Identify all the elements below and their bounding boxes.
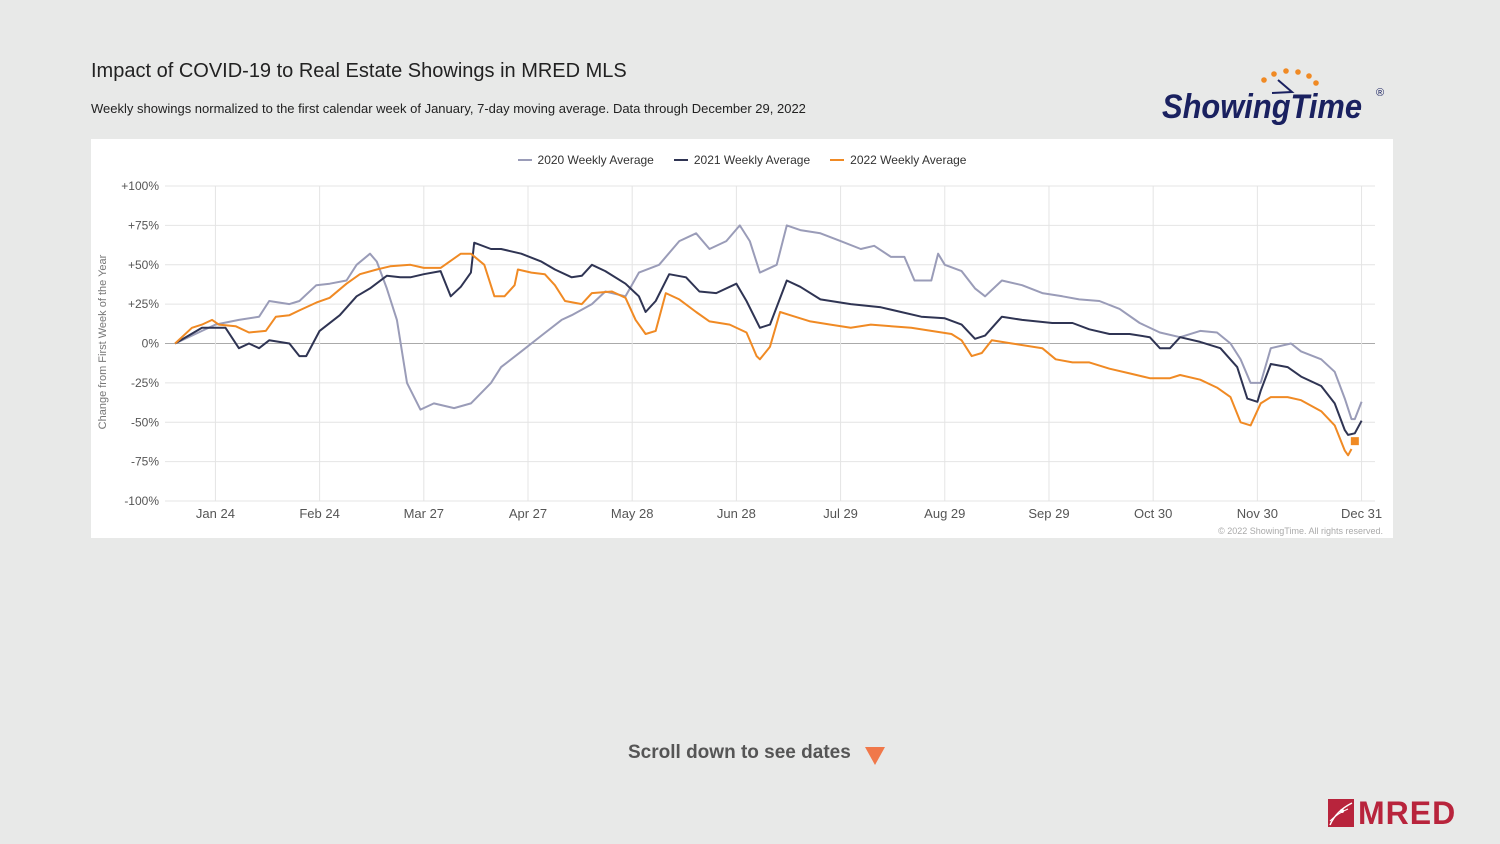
y-tick-label: +100%: [121, 179, 159, 193]
x-tick-label: Mar 27: [404, 506, 444, 521]
series-line-2021: [174, 241, 1363, 436]
legend-label: 2021 Weekly Average: [693, 153, 811, 167]
legend-swatch-2021: [673, 159, 688, 161]
copyright-notice: © 2022 ShowingTime. All rights reserved.: [1218, 526, 1383, 536]
mred-wordmark: MRED: [1358, 795, 1457, 831]
x-tick-label: May 28: [611, 506, 654, 521]
last-data-point-marker: [1350, 437, 1359, 446]
y-tick-label: +50%: [128, 258, 159, 272]
legend-item-2021[interactable]: 2021 Weekly Average: [673, 153, 811, 167]
page-title: Impact of COVID-19 to Real Estate Showin…: [91, 60, 627, 82]
chart-card: +100% +75% +50% +25% 0% -25% -50% -75% -100% Jan …: [91, 139, 1393, 538]
registered-mark: ®: [1376, 87, 1384, 99]
x-tick-label: Sep 29: [1028, 506, 1069, 521]
legend-label: 2020 Weekly Average: [537, 153, 654, 167]
y-tick-label: +25%: [128, 297, 159, 311]
x-tick-label: Jun 28: [717, 506, 756, 521]
y-tick-label: +75%: [128, 218, 159, 232]
y-axis-label: Change from First Week of the Year: [97, 254, 109, 430]
x-tick-label: Oct 30: [1134, 506, 1172, 521]
legend-swatch-2022: [830, 159, 845, 161]
y-tick-label: 0%: [142, 337, 160, 351]
x-tick-label: Dec 31: [1341, 506, 1382, 521]
chart-legend: 2020 Weekly Average 2021 Weekly Average …: [91, 153, 1393, 167]
mred-logo: MRED: [1328, 795, 1457, 831]
triangle-down-icon: [864, 747, 885, 765]
line-chart: +100% +75% +50% +25% 0% -25% -50% -75% -100% Jan …: [121, 179, 1382, 521]
scroll-hint-label: Scroll down to see dates: [628, 742, 851, 763]
y-tick-label: -25%: [131, 376, 159, 390]
series-line-2022: [174, 252, 1353, 457]
y-tick-label: -50%: [131, 415, 159, 429]
scroll-hint[interactable]: Scroll down to see dates: [628, 741, 885, 765]
legend-item-2022[interactable]: 2022 Weekly Average: [830, 153, 966, 167]
x-tick-label: Nov 30: [1237, 506, 1278, 521]
x-tick-label: Jul 29: [823, 506, 858, 521]
y-tick-label: -75%: [131, 455, 159, 469]
x-tick-label: Aug 29: [924, 506, 965, 521]
showingtime-wordmark: ShowingTime: [1162, 88, 1362, 126]
y-tick-label: -100%: [124, 494, 159, 508]
mred-emblem-icon: [1328, 799, 1354, 827]
page-subtitle: Weekly showings normalized to the first …: [91, 101, 806, 116]
showingtime-logo: ShowingTime ®: [1160, 66, 1390, 136]
series-line-2020: [174, 224, 1363, 421]
legend-label: 2022 Weekly Average: [850, 153, 967, 167]
x-tick-label: Apr 27: [509, 506, 547, 521]
legend-swatch-2020: [517, 159, 532, 161]
x-tick-label: Jan 24: [196, 506, 235, 521]
x-tick-label: Feb 24: [299, 506, 339, 521]
legend-item-2020[interactable]: 2020 Weekly Average: [517, 153, 654, 167]
